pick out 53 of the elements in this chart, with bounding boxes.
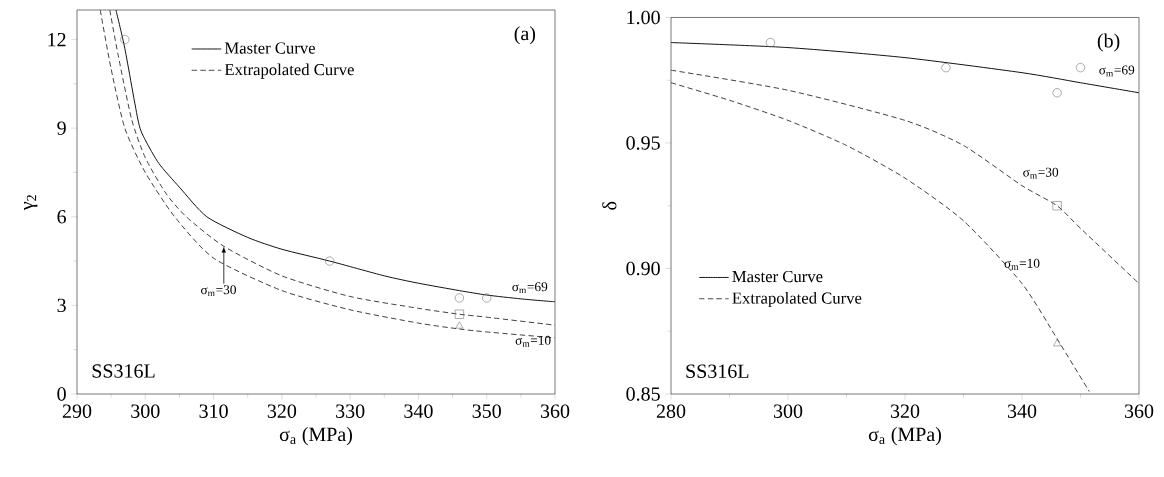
y-tick-label: 0 [57, 387, 66, 401]
x-tick-label: 310 [199, 404, 228, 418]
y-tick-label: 3 [57, 298, 66, 313]
x-tick-label: 320 [890, 404, 920, 418]
annotation: SS316L [686, 364, 749, 378]
x-tick-label: 280 [656, 404, 686, 418]
annotation: σ$_{m}$=30 [201, 285, 236, 297]
point [765, 38, 775, 48]
y-tick-label: 0.95 [626, 136, 660, 150]
x-tick-label: 350 [472, 404, 501, 418]
point [454, 293, 464, 303]
point [120, 34, 130, 45]
annotation: σ$_{m}$=30 [1023, 167, 1059, 179]
legend-label: Extrapolated Curve [224, 63, 354, 79]
x-tick-label: 320 [267, 404, 297, 418]
x-tick-label: 360 [540, 404, 570, 418]
x-tick-label: 340 [404, 404, 433, 418]
x-tick-label: 290 [62, 404, 92, 418]
x-tick-label: 300 [131, 404, 160, 418]
x-tick-label: 300 [773, 404, 803, 418]
y-tick-label: 0.90 [626, 261, 660, 276]
y-tick-label: 1.00 [627, 10, 660, 25]
legend-label: Extrapolated Curve [732, 291, 862, 308]
legend-label: Master Curve [224, 42, 315, 54]
annotation: σ$_{m}$=10 [515, 335, 551, 347]
x-tick-label: 360 [1124, 404, 1154, 418]
point [1052, 201, 1062, 211]
x-axis-title: σ$_{a}$ (MPa) [279, 427, 352, 446]
point [1053, 339, 1062, 347]
annotation: σ$_{m}$=10 [1004, 258, 1040, 270]
annotation: σ$_{m}$=69 [1099, 65, 1135, 77]
y-tick-label: 9 [57, 121, 66, 135]
y-axis-title: γ$_{2}$ [24, 195, 38, 211]
point [482, 293, 492, 303]
point [454, 309, 464, 319]
y-axis-title: δ [602, 201, 617, 210]
x-axis-title: σ$_{a}$ (MPa) [868, 427, 941, 446]
y-tick-label: 0.85 [626, 387, 660, 401]
point [325, 256, 335, 266]
point [1075, 63, 1086, 73]
y-tick-label: 12 [48, 32, 66, 47]
x-tick-label: 330 [336, 404, 365, 418]
annotation: σ$_{m}$=69 [512, 282, 548, 294]
legend-label: Master Curve [732, 270, 823, 283]
point [455, 321, 464, 329]
y-tick-label: 6 [57, 210, 67, 224]
annotation: (b) [1097, 33, 1120, 52]
point [1052, 88, 1062, 98]
annotation: SS316L [92, 364, 155, 378]
annotation: (a) [514, 26, 536, 45]
x-tick-label: 340 [1007, 404, 1037, 418]
line-series [671, 82, 1090, 392]
point [941, 63, 951, 73]
